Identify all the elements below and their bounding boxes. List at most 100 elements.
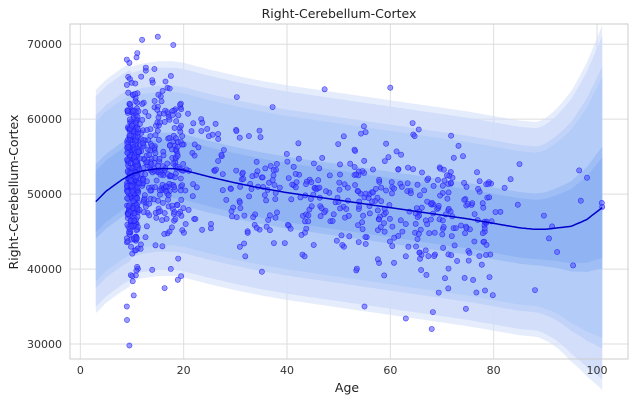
scatter-point xyxy=(124,317,130,323)
scatter-point xyxy=(271,182,278,188)
scatter-point xyxy=(126,100,133,107)
scatter-point xyxy=(336,186,343,193)
scatter-point xyxy=(429,309,436,315)
scatter-point xyxy=(146,200,152,207)
y-tick-label: 30000 xyxy=(27,338,62,351)
scatter-point xyxy=(466,249,473,256)
scatter-point xyxy=(340,133,347,140)
scatter-point xyxy=(376,216,382,223)
scatter-point xyxy=(204,125,211,132)
scatter-point xyxy=(172,216,179,223)
scatter-point xyxy=(346,233,353,240)
scatter-point xyxy=(391,234,398,241)
scatter-point xyxy=(469,200,476,207)
scatter-point xyxy=(362,129,369,136)
scatter-point xyxy=(404,180,411,187)
scatter-point xyxy=(141,192,148,199)
scatter-point xyxy=(160,110,167,117)
scatter-point xyxy=(241,240,247,247)
scatter-point xyxy=(249,173,256,180)
scatter-point xyxy=(287,225,294,232)
scatter-point xyxy=(285,175,292,181)
scatter-point xyxy=(448,132,454,139)
scatter-point xyxy=(387,84,394,91)
scatter-point xyxy=(483,241,490,248)
scatter-point xyxy=(236,243,243,250)
scatter-point xyxy=(154,106,161,113)
scatter-point xyxy=(414,236,421,242)
scatter-point xyxy=(233,167,240,174)
scatter-point xyxy=(445,189,452,196)
scatter-point xyxy=(427,216,434,223)
scatter-point xyxy=(191,152,198,159)
scatter-point xyxy=(140,209,147,216)
scatter-point xyxy=(430,182,437,189)
chart-title: Right-Cerebellum-Cortex xyxy=(262,6,417,21)
scatter-point xyxy=(132,98,139,104)
scatter-point xyxy=(135,108,142,115)
scatter-point xyxy=(152,242,159,249)
scatter-point xyxy=(246,193,252,200)
scatter-point xyxy=(431,253,438,259)
scatter-point xyxy=(142,234,149,241)
scatter-point xyxy=(215,136,222,142)
scatter-point xyxy=(215,131,221,137)
scatter-point xyxy=(165,192,172,199)
scatter-point xyxy=(415,126,422,133)
scatter-point xyxy=(428,326,435,332)
scatter-point xyxy=(128,122,135,129)
scatter-point xyxy=(330,211,337,218)
scatter-point xyxy=(470,276,476,283)
x-axis-title: Age xyxy=(335,380,359,395)
scatter-point xyxy=(398,151,404,158)
scatter-point xyxy=(236,134,243,141)
scatter-point xyxy=(410,166,416,173)
scatter-point xyxy=(193,184,200,191)
scatter-point xyxy=(402,253,409,260)
scatter-point xyxy=(123,56,130,63)
scatter-point xyxy=(242,253,249,260)
scatter-point xyxy=(455,142,462,149)
scatter-point xyxy=(323,188,329,195)
scatter-point xyxy=(135,148,142,155)
scatter-point xyxy=(437,192,443,199)
scatter-point xyxy=(157,171,164,178)
scatter-point xyxy=(126,76,133,82)
scatter-point xyxy=(236,199,243,206)
scatter-point xyxy=(169,146,175,153)
scatter-point xyxy=(424,198,431,205)
scatter-point xyxy=(267,163,274,169)
scatter-point xyxy=(422,247,429,254)
scatter-point xyxy=(440,223,447,230)
scatter-point xyxy=(143,127,150,133)
scatter-point xyxy=(220,147,227,153)
scatter-point xyxy=(329,218,336,224)
scatter-point xyxy=(359,168,366,174)
scatter-point xyxy=(130,108,137,114)
x-tick-label: 0 xyxy=(77,364,84,377)
scatter-point xyxy=(319,154,326,161)
scatter-point xyxy=(337,171,343,178)
scatter-point xyxy=(462,230,468,237)
scatter-point xyxy=(178,273,184,279)
scatter-point xyxy=(160,152,167,159)
scatter-point xyxy=(161,285,168,291)
scatter-point xyxy=(326,172,333,179)
scatter-point xyxy=(149,79,156,86)
scatter-point xyxy=(233,128,240,134)
scatter-point xyxy=(374,256,381,263)
scatter-point xyxy=(270,240,277,246)
scatter-point xyxy=(188,128,195,135)
plot-frame xyxy=(69,23,629,360)
scatter-point xyxy=(444,195,451,202)
scatter-point xyxy=(454,258,460,264)
scatter-point xyxy=(263,197,269,204)
scatter-point xyxy=(471,238,478,245)
scatter-point xyxy=(501,184,508,191)
scatter-point xyxy=(376,176,382,183)
scatter-point xyxy=(139,36,145,43)
scatter-point xyxy=(167,265,174,272)
scatter-point xyxy=(310,242,317,248)
scatter-point xyxy=(155,114,162,121)
scatter-point xyxy=(388,190,395,197)
